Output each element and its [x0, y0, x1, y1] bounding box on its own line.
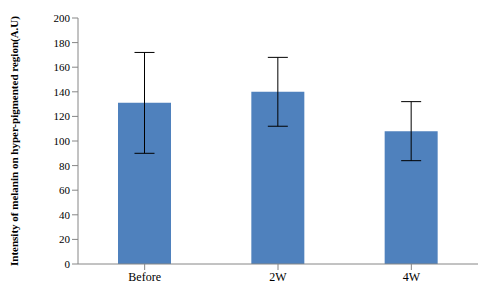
- svg-text:Before: Before: [128, 270, 161, 284]
- svg-text:2W: 2W: [269, 270, 287, 284]
- svg-text:20: 20: [59, 233, 71, 245]
- svg-text:140: 140: [54, 86, 71, 98]
- svg-text:80: 80: [59, 160, 71, 172]
- svg-text:4W: 4W: [403, 270, 421, 284]
- svg-text:120: 120: [54, 110, 71, 122]
- svg-text:Intensity of melanin on hyper-: Intensity of melanin on hyper-pigmented …: [8, 16, 21, 266]
- svg-text:60: 60: [59, 184, 71, 196]
- svg-text:0: 0: [65, 258, 71, 270]
- svg-text:160: 160: [54, 61, 71, 73]
- svg-text:100: 100: [54, 135, 71, 147]
- svg-text:200: 200: [54, 12, 71, 24]
- svg-text:40: 40: [59, 209, 71, 221]
- svg-text:180: 180: [54, 37, 71, 49]
